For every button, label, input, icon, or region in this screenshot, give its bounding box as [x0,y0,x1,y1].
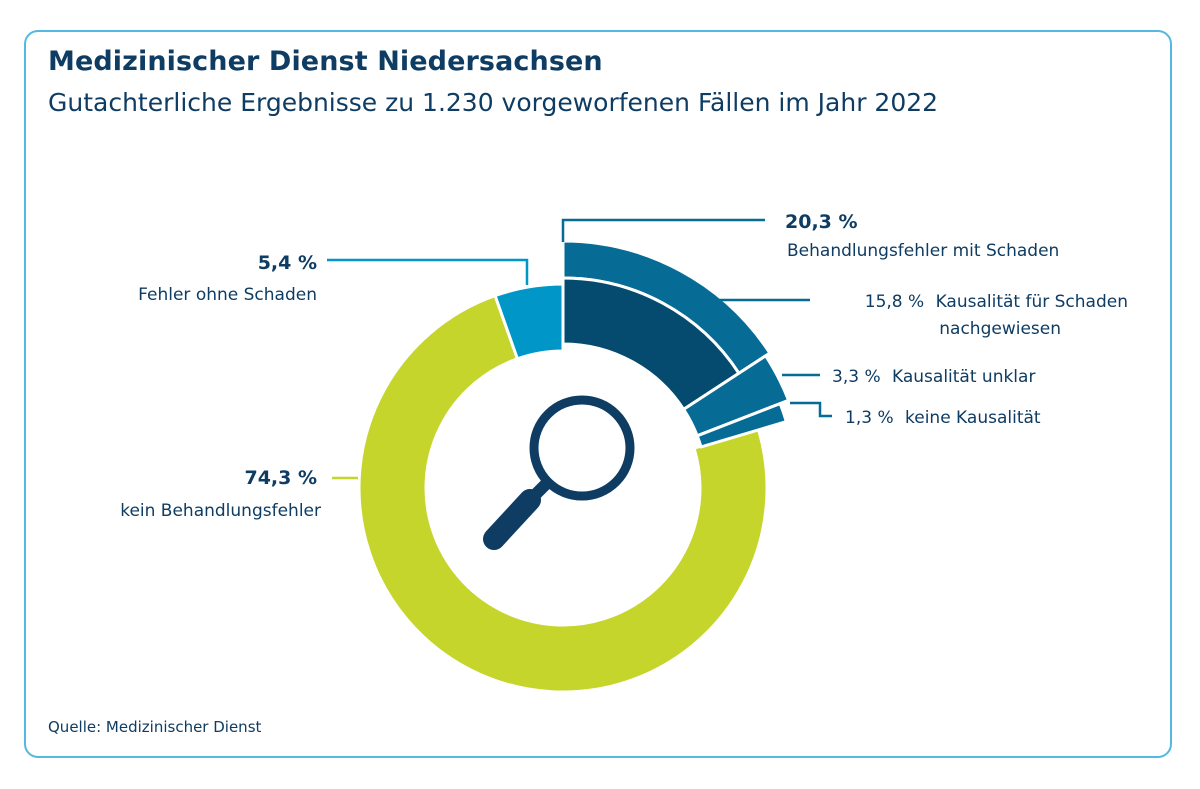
label-name-kausalitaet-unklar: Kausalität unklar [892,367,1035,387]
label-name-fehler-ohne-schaden: Fehler ohne Schaden [138,285,317,305]
source-note: Quelle: Medizinischer Dienst [48,718,262,736]
label-keine-kausalitaet: 1,3 % keine Kausalität [845,408,1041,428]
segment-keine-kausalitaet [695,402,788,449]
label-kausalitaet-nachgewiesen: 15,8 % Kausalität für Schaden [865,292,1128,312]
donut-segments [357,239,791,694]
label-value-fehler-ohne-schaden: 5,4 % [258,252,317,274]
label-value-kein-behandlungsfehler: 74,3 % [244,467,317,489]
leader-line-behandlungsfehler-mit-schaden [561,218,765,242]
label-value-keine-kausalitaet: 1,3 % [845,408,894,428]
leader-line-keine-kausalitaet [790,401,832,418]
magnifier-icon [483,395,635,550]
leader-lines [327,218,832,480]
label-name-kausalitaet-nachgewiesen: Kausalität für Schaden [936,292,1128,312]
label-value-kausalitaet-unklar: 3,3 % [832,367,881,387]
label-name-behandlungsfehler-mit-schaden: Behandlungsfehler mit Schaden [787,241,1059,261]
label-value-kausalitaet-nachgewiesen: 15,8 % [865,292,924,312]
chart-subtitle: Gutachterliche Ergebnisse zu 1.230 vorge… [48,88,939,117]
label-value-behandlungsfehler-mit-schaden: 20,3 % [785,211,858,233]
label-name-kein-behandlungsfehler: kein Behandlungsfehler [120,501,321,521]
value-labels: 20,3 % Behandlungsfehler mit Schaden 5,4… [120,211,1128,521]
chart-frame [24,30,1172,758]
segment-kein-behandlungsfehler [357,294,769,694]
chart-title: Medizinischer Dienst Niedersachsen [48,46,603,77]
label-name-keine-kausalitaet: keine Kausalität [905,408,1041,428]
label-name2-kausalitaet-nachgewiesen: nachgewiesen [939,319,1061,339]
leader-line-fehler-ohne-schaden [327,258,529,285]
label-kausalitaet-unklar: 3,3 % Kausalität unklar [832,367,1035,387]
